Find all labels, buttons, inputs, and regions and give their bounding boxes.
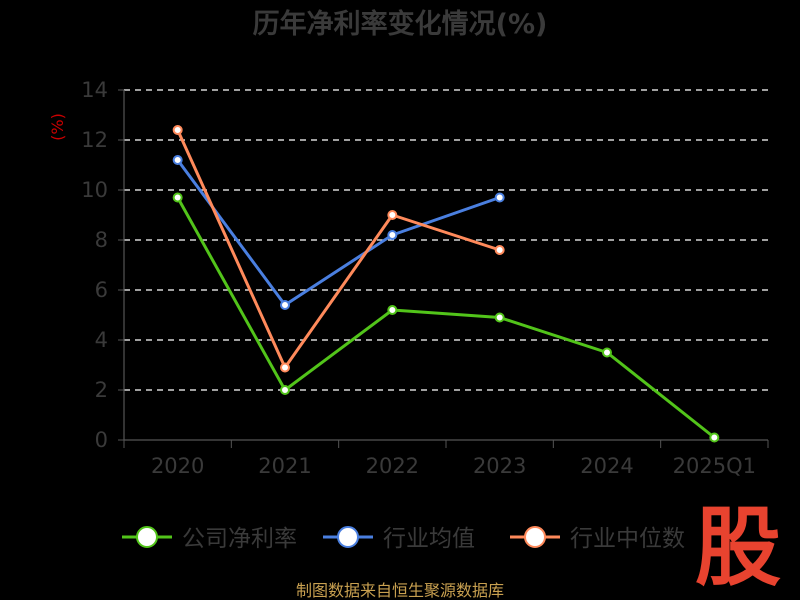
legend-label: 行业中位数 [570, 526, 685, 552]
legend-swatch-marker [524, 526, 546, 548]
data-point [494, 245, 505, 255]
y-tick-label: 14 [81, 78, 108, 102]
data-point [280, 362, 290, 373]
source-credit: 制图数据来自恒生聚源数据库 [296, 581, 504, 600]
y-tick-label: 2 [95, 378, 108, 402]
y-tick-label: 6 [95, 278, 108, 302]
legend-label: 行业均值 [383, 526, 475, 552]
x-tick-label: 2021 [258, 454, 311, 478]
series-line-3 [176, 129, 501, 369]
watermark-logo: 股 [695, 498, 781, 598]
data-point [494, 312, 505, 323]
data-point [387, 305, 398, 315]
y-tick-label: 8 [95, 228, 108, 252]
x-tick-label: 2020 [151, 454, 204, 478]
legend-label: 公司净利率 [182, 526, 297, 552]
data-point [709, 432, 720, 443]
legend-swatch-marker [136, 526, 158, 548]
legend-swatch-marker [337, 526, 359, 548]
legend: 公司净利率 行业均值 行业中位数 [122, 526, 685, 552]
chart-title: 历年净利率变化情况(%) [253, 8, 548, 40]
x-tick-label: 2022 [366, 454, 419, 478]
data-point [280, 300, 290, 310]
data-point [280, 385, 290, 395]
data-point [494, 192, 505, 203]
data-point [172, 125, 183, 135]
data-point [602, 347, 612, 358]
series-lines [172, 125, 720, 443]
data-point [387, 210, 398, 220]
data-point [172, 192, 183, 203]
y-tick-label: 12 [81, 128, 108, 152]
series-line-1 [176, 196, 716, 439]
y-tick-label: 0 [95, 428, 108, 452]
series-line-2 [176, 159, 501, 307]
y-axis-unit-label: (%) [48, 113, 67, 141]
axes: 0 2 4 6 8 10 12 14 2020 2021 2022 2023 2024 2025Q1 [81, 78, 769, 478]
gridlines [124, 89, 768, 391]
data-point [387, 230, 398, 240]
y-tick-label: 10 [81, 178, 108, 202]
x-tick-label: 2023 [473, 454, 526, 478]
data-point [172, 155, 183, 165]
x-tick-label: 2025Q1 [673, 454, 756, 478]
y-tick-label: 4 [95, 328, 108, 352]
x-tick-label: 2024 [580, 454, 633, 478]
